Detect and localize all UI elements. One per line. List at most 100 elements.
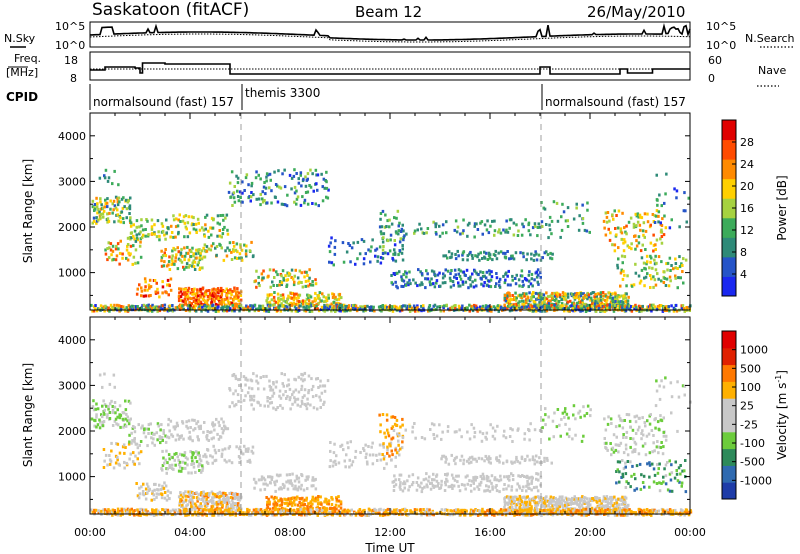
data-cell xyxy=(101,385,104,389)
data-cell xyxy=(131,460,135,464)
data-cell xyxy=(471,272,474,276)
data-cell xyxy=(244,376,248,380)
data-cell xyxy=(172,214,175,218)
data-cell xyxy=(322,295,325,299)
data-cell xyxy=(487,475,490,479)
data-cell xyxy=(223,225,226,229)
data-cell xyxy=(498,228,501,232)
data-cell xyxy=(535,303,538,307)
data-cell xyxy=(173,248,177,252)
data-cell xyxy=(201,494,204,498)
data-cell xyxy=(187,494,190,498)
data-cell xyxy=(547,305,550,309)
data-cell xyxy=(271,394,274,398)
data-cell xyxy=(180,260,184,264)
data-cell xyxy=(153,443,156,447)
data-cell xyxy=(432,220,435,224)
data-cell xyxy=(621,419,624,423)
data-cell xyxy=(289,301,292,305)
data-cell xyxy=(214,288,217,292)
data-cell xyxy=(183,258,186,262)
data-cell xyxy=(196,263,200,267)
data-cell xyxy=(296,495,299,499)
data-cell xyxy=(654,404,658,408)
data-cell xyxy=(482,475,485,479)
data-cell xyxy=(302,503,305,507)
data-cell xyxy=(234,302,238,306)
data-cell xyxy=(184,214,188,218)
data-cell xyxy=(610,504,613,508)
data-cell xyxy=(302,177,305,181)
data-cell xyxy=(416,304,419,308)
data-cell xyxy=(207,235,211,239)
data-cell xyxy=(311,202,314,205)
data-cell xyxy=(661,309,665,313)
data-cell xyxy=(172,235,175,239)
data-cell xyxy=(146,288,149,292)
data-cell xyxy=(218,289,221,293)
data-cell xyxy=(329,241,332,245)
colorbar-tick-label: 12 xyxy=(740,224,754,237)
data-cell xyxy=(103,174,106,178)
data-cell xyxy=(128,440,131,444)
data-cell xyxy=(654,268,658,272)
data-cell xyxy=(677,466,681,470)
data-cell xyxy=(590,296,593,300)
data-cell xyxy=(640,268,644,272)
data-cell xyxy=(199,251,202,255)
data-cell xyxy=(454,257,458,261)
data-cell xyxy=(389,444,392,448)
data-cell xyxy=(167,260,171,263)
data-cell xyxy=(595,294,598,298)
data-cell xyxy=(506,283,510,287)
data-cell xyxy=(457,304,461,308)
data-cell xyxy=(438,423,441,427)
data-cell xyxy=(617,450,620,454)
data-cell xyxy=(188,248,191,252)
data-cell xyxy=(219,509,223,513)
data-cell xyxy=(206,462,210,465)
data-cell xyxy=(134,239,138,243)
data-cell xyxy=(211,303,215,307)
data-cell xyxy=(257,275,260,279)
data-cell xyxy=(585,506,588,509)
data-cell xyxy=(139,255,143,259)
data-cell xyxy=(543,298,547,302)
data-cell xyxy=(529,233,532,237)
data-cell xyxy=(131,304,134,308)
data-cell xyxy=(129,452,132,456)
data-cell xyxy=(533,278,536,282)
data-cell xyxy=(203,508,207,512)
data-cell xyxy=(369,249,372,253)
data-cell xyxy=(299,173,302,177)
data-cell xyxy=(287,294,290,298)
data-cell xyxy=(286,504,290,507)
data-cell xyxy=(228,445,232,449)
data-cell xyxy=(193,292,196,296)
data-cell xyxy=(240,256,243,260)
colorbar-tick-label: 8 xyxy=(740,246,747,259)
data-cell xyxy=(538,496,541,500)
data-cell xyxy=(294,484,297,488)
data-cell xyxy=(544,296,547,300)
data-cell xyxy=(113,385,116,389)
data-cell xyxy=(209,295,212,299)
data-cell xyxy=(403,482,407,486)
data-cell xyxy=(236,189,239,193)
data-cell xyxy=(435,222,438,226)
data-cell xyxy=(577,228,581,232)
data-cell xyxy=(497,479,501,483)
data-cell xyxy=(159,487,163,491)
data-cell xyxy=(526,252,529,256)
data-cell xyxy=(652,467,656,471)
data-cell xyxy=(370,445,373,449)
data-cell xyxy=(153,432,156,436)
data-cell xyxy=(310,504,313,508)
data-cell xyxy=(125,461,129,465)
data-cell xyxy=(434,231,438,234)
data-cell xyxy=(205,437,209,441)
data-cell xyxy=(139,237,143,241)
data-cell xyxy=(347,446,350,450)
data-cell xyxy=(458,489,462,493)
data-cell xyxy=(133,440,136,444)
